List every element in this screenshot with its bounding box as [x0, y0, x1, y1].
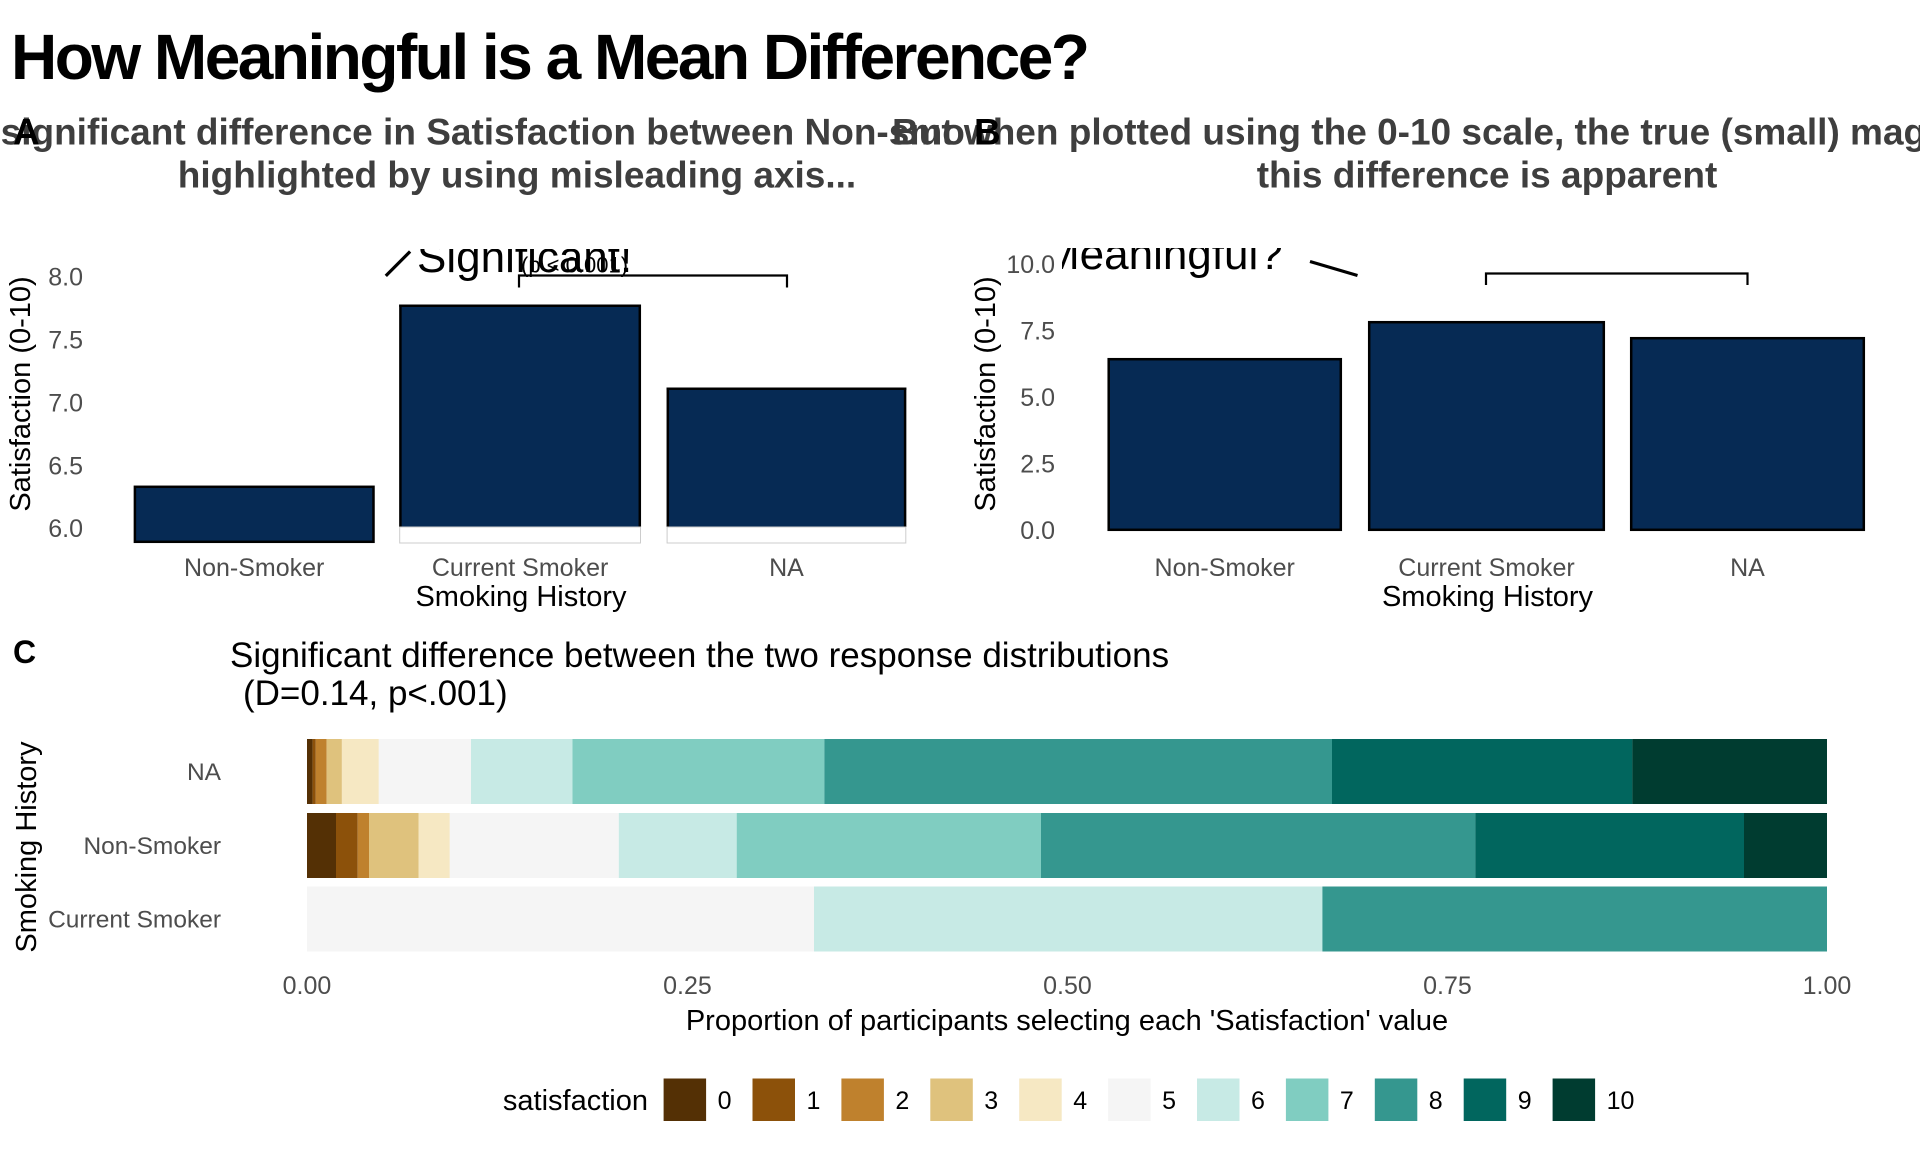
svg-text:C: C [13, 634, 36, 670]
svg-text:2.5: 2.5 [1020, 451, 1055, 479]
svg-text:0: 0 [718, 1087, 732, 1115]
svg-text:5.0: 5.0 [1020, 384, 1055, 412]
svg-text:1.00: 1.00 [1803, 972, 1852, 1000]
svg-text:2: 2 [895, 1087, 909, 1115]
svg-text:NA: NA [187, 759, 222, 786]
svg-text:Non-Smoker: Non-Smoker [184, 554, 324, 582]
svg-text:Current Smoker: Current Smoker [1398, 554, 1574, 582]
svg-text:highlighted by using misleadin: highlighted by using misleading axis... [178, 155, 856, 196]
svg-text:this difference is apparent: this difference is apparent [1257, 155, 1718, 196]
svg-text:0.75: 0.75 [1423, 972, 1472, 1000]
svg-text:Smoking History: Smoking History [415, 581, 627, 613]
svg-text:7.0: 7.0 [48, 389, 83, 417]
svg-text:Non-Smoker: Non-Smoker [1155, 554, 1295, 582]
svg-text:But when plotted using the 0-1: But when plotted using the 0-10 scale, t… [892, 112, 1920, 153]
svg-text:Satisfaction (0-10): Satisfaction (0-10) [970, 276, 1002, 511]
svg-text:(D=0.14, p<.001): (D=0.14, p<.001) [243, 674, 508, 713]
svg-text:satisfaction: satisfaction [503, 1085, 648, 1117]
svg-text:A: A [13, 112, 40, 153]
svg-text:0.00: 0.00 [283, 972, 332, 1000]
svg-text:4: 4 [1073, 1087, 1087, 1115]
svg-text:Proportion of participants sel: Proportion of participants selecting eac… [686, 1005, 1448, 1037]
svg-text:6: 6 [1251, 1087, 1265, 1115]
svg-text:1: 1 [807, 1087, 821, 1115]
svg-text:Satisfaction (0-10): Satisfaction (0-10) [5, 276, 37, 511]
svg-text:Smoking History: Smoking History [11, 741, 43, 953]
svg-text:Current Smoker: Current Smoker [48, 907, 221, 934]
svg-text:Meaningful?: Meaningful? [1043, 230, 1283, 279]
svg-text:6.0: 6.0 [48, 515, 83, 543]
svg-text:8.0: 8.0 [48, 264, 83, 292]
svg-text:9: 9 [1518, 1087, 1532, 1115]
svg-text:0.25: 0.25 [663, 972, 712, 1000]
svg-text:(p < 0.001): (p < 0.001) [521, 253, 628, 278]
svg-text:How Meaningful is a Mean Diffe: How Meaningful is a Mean Difference? [11, 21, 1087, 93]
svg-text:Current Smoker: Current Smoker [432, 554, 608, 582]
svg-text:NA: NA [769, 554, 804, 582]
svg-text:7.5: 7.5 [48, 327, 83, 355]
svg-text:0.50: 0.50 [1043, 972, 1092, 1000]
svg-text:NA: NA [1730, 554, 1765, 582]
svg-text:3: 3 [984, 1087, 998, 1115]
svg-text:Non-Smoker: Non-Smoker [83, 833, 221, 860]
svg-text:A significant difference in Sa: A significant difference in Satisfaction… [0, 112, 965, 153]
svg-text:0.0: 0.0 [1020, 517, 1055, 545]
svg-text:10: 10 [1607, 1087, 1635, 1115]
svg-text:10.0: 10.0 [1006, 251, 1055, 279]
svg-text:8: 8 [1429, 1087, 1443, 1115]
svg-text:7: 7 [1340, 1087, 1354, 1115]
svg-text:5: 5 [1162, 1087, 1176, 1115]
svg-text:B: B [974, 112, 1001, 153]
svg-text:Significant difference between: Significant difference between the two r… [230, 636, 1169, 675]
svg-text:7.5: 7.5 [1020, 318, 1055, 346]
svg-text:Smoking History: Smoking History [1382, 581, 1594, 613]
svg-text:6.5: 6.5 [48, 452, 83, 480]
